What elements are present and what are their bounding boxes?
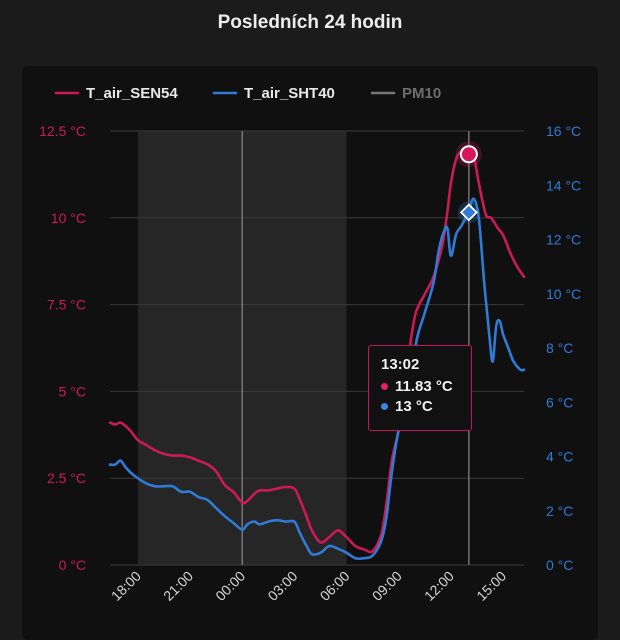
left-tick-label-3: 7.5 °C <box>47 297 86 313</box>
right-tick-label-8: 16 °C <box>546 123 581 139</box>
right-axis-labels: 0 °C 2 °C 4 °C 6 °C 8 °C 10 °C 12 °C 14 °C 16 °C <box>546 123 581 573</box>
x-tick-label-3: 03:00 <box>264 568 300 604</box>
right-tick-label-3: 6 °C <box>546 394 573 410</box>
tooltip-row-sen54: 11.83 °C <box>381 378 461 395</box>
right-tick-label-6: 12 °C <box>546 232 581 248</box>
tooltip: 13:02 11.83 °C 13 °C <box>368 345 472 431</box>
legend-label-2: PM10 <box>402 85 441 102</box>
right-tick-label-7: 14 °C <box>546 177 581 193</box>
x-tick-label-0: 18:00 <box>108 568 144 604</box>
line-chart[interactable]: 0 °C 2.5 °C 5 °C 7.5 °C 10 °C 12.5 °C 0 °C 2 °… <box>22 66 598 640</box>
tooltip-value-sen54: 11.83 °C <box>395 378 453 395</box>
legend: T_air_SEN54 T_air_SHT40 PM10 <box>54 85 441 102</box>
left-tick-label-4: 10 °C <box>51 210 86 226</box>
left-axis-labels: 0 °C 2.5 °C 5 °C 7.5 °C 10 °C 12.5 °C <box>39 123 86 573</box>
tooltip-time: 13:02 <box>381 356 420 373</box>
left-tick-label-0: 0 °C <box>59 557 86 573</box>
hover-point-sht40 <box>459 203 478 222</box>
tooltip-row-sht40: 13 °C <box>381 398 461 415</box>
right-tick-label-0: 0 °C <box>546 557 573 573</box>
left-tick-label-1: 2.5 °C <box>47 470 86 486</box>
page-title: Posledních 24 hodin <box>217 12 403 33</box>
night-band-1 <box>242 131 347 565</box>
right-tick-label-1: 2 °C <box>546 503 573 519</box>
left-tick-label-2: 5 °C <box>59 383 86 399</box>
right-tick-label-2: 4 °C <box>546 449 573 465</box>
series-line-t-air-sht40 <box>108 197 526 561</box>
tooltip-dot-sen54 <box>381 382 388 390</box>
hover-markers <box>455 141 482 224</box>
x-axis-labels: 18:00 21:00 00:00 03:00 06:00 09:00 12:00 15:00 <box>108 568 510 604</box>
legend-label-0: T_air_SEN54 <box>86 85 178 102</box>
night-band-0 <box>137 131 243 565</box>
legend-label-1: T_air_SHT40 <box>244 85 335 102</box>
x-tick-label-2: 00:00 <box>212 568 248 604</box>
right-tick-label-4: 8 °C <box>546 340 573 356</box>
x-tick-label-5: 09:00 <box>369 568 405 604</box>
chart-card: 0 °C 2.5 °C 5 °C 7.5 °C 10 °C 12.5 °C 0 °C 2 °… <box>22 66 598 640</box>
hover-point-sen54 <box>459 145 478 164</box>
x-tick-label-6: 12:00 <box>421 568 457 604</box>
night-bands <box>137 131 347 565</box>
tooltip-dot-sht40 <box>381 402 388 410</box>
x-tick-label-7: 15:00 <box>473 568 509 604</box>
right-tick-label-5: 10 °C <box>546 286 581 302</box>
x-tick-label-1: 21:00 <box>160 568 196 604</box>
x-tick-label-4: 06:00 <box>317 568 353 604</box>
tooltip-value-sht40: 13 °C <box>395 398 433 415</box>
left-tick-label-5: 12.5 °C <box>39 123 86 139</box>
